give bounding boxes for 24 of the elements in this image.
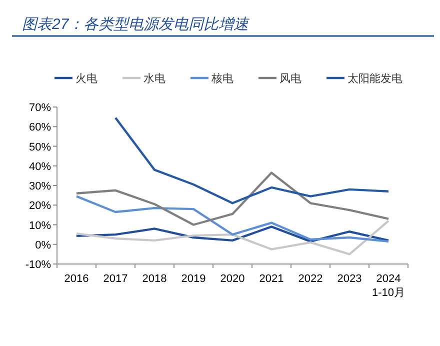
x-tick-label: 2016: [64, 273, 89, 285]
legend-label: 风电: [280, 72, 302, 85]
y-tick-label: 60%: [28, 122, 52, 134]
x-tick-label: 2020: [220, 273, 245, 285]
x-tick-label: 2017: [103, 273, 128, 285]
y-tick-label: 20%: [28, 200, 52, 212]
x-tick-label: 2018: [142, 273, 167, 285]
y-tick-label: 40%: [28, 160, 52, 173]
y-tick-label: 30%: [28, 180, 52, 192]
y-tick-label: 0%: [35, 239, 52, 252]
legend-label: 核电: [210, 72, 234, 85]
x-tick-label: 2024 1-10月: [372, 273, 406, 299]
y-tick-label: 70%: [28, 102, 52, 114]
x-tick-label: 2021: [259, 273, 284, 285]
legend-label: 水电: [144, 72, 166, 85]
title: 图表27：各类型电源发电同比增速: [22, 16, 249, 33]
legend-label: 火电: [76, 72, 98, 85]
x-tick-label: 2023: [337, 273, 362, 285]
x-tick-label: 2019: [181, 273, 206, 285]
y-tick-label: 50%: [28, 141, 52, 154]
x-tick-label: 2022: [298, 273, 323, 285]
y-tick-label: 10%: [28, 220, 52, 232]
legend-label: 太阳能发电: [348, 72, 402, 85]
y-tick-label: -10%: [25, 259, 52, 271]
